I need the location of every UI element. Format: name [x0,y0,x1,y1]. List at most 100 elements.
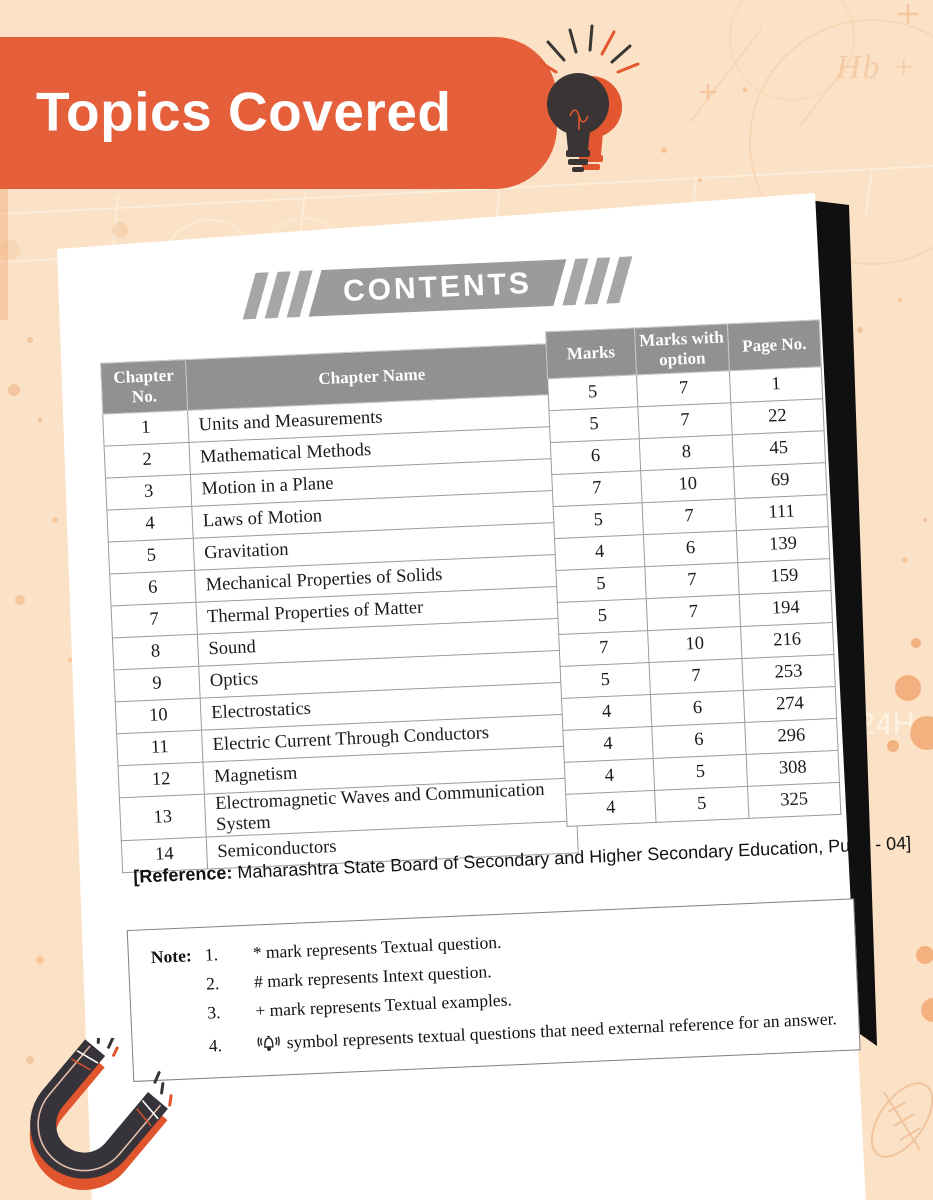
marks-cell: 5 [560,662,651,699]
page-no-cell: 22 [730,398,825,435]
marks-with-option-cell: 6 [650,690,745,727]
magnet-accent-line [37,1045,162,1172]
marks-cell: 5 [555,566,647,603]
header-marks: Marks [545,327,637,379]
marks-cell: 7 [558,630,650,667]
title-banner: Topics Covered [0,37,557,189]
chapter-no-cell: 13 [119,794,207,841]
page-no-cell: 216 [740,622,834,659]
bell-icon [256,1032,281,1058]
page-no-cell: 139 [736,526,830,563]
marks-cell: 4 [564,758,655,795]
reference-label: [Reference: [132,862,233,887]
marks-with-option-cell: 5 [653,754,748,791]
page-no-cell: 325 [747,782,841,819]
chapter-no-cell: 8 [112,634,199,670]
contents-band: CONTENTS [47,248,826,328]
chapter-table-body: 1 Units and Measurements 2 Mathematical Met… [102,394,579,873]
magnet-pole-ticks-orange [70,1058,152,1127]
chapter-no-cell: 5 [108,538,195,575]
header-chapter-no: Chapter No. [100,359,188,415]
marks-with-option-cell: 10 [640,466,735,503]
plus-marks [700,4,918,100]
marks-cell: 4 [554,534,645,571]
page-no-cell: 253 [741,654,836,691]
marks-with-option-cell: 7 [636,370,731,407]
page-no-cell: 1 [729,366,823,403]
bulb-rays-orange [538,30,640,74]
paper-content: CONTENTS Chapter No. Chapter Name 1 Units… [45,194,912,1200]
orange-blobs [0,185,933,1022]
note-item-number: 3. [206,1002,221,1023]
chapter-no-cell: 3 [105,474,192,511]
page-no-cell: 296 [744,718,839,755]
lightbulb-icon [538,24,640,172]
note-items: 1. * mark represents Textual question. 2… [204,917,845,1065]
band-stripe [583,257,610,305]
band-stripe [561,258,588,306]
chapter-no-cell: 10 [115,698,202,734]
note-item-number: 4. [208,1035,223,1056]
band-stripe [286,270,313,318]
marks-cell: 6 [550,438,641,475]
marks-cell: 5 [548,406,640,443]
marks-with-option-cell: 7 [646,594,741,631]
leaf-doodle [870,1082,933,1158]
marks-with-option-cell: 7 [649,658,744,695]
band-stripe [242,272,269,320]
marks-with-option-cell: 7 [642,498,737,535]
chapter-no-cell: 2 [104,442,191,479]
page-no-cell: 274 [743,686,837,723]
bulb-filament [569,109,589,130]
marks-cell: 4 [561,694,652,731]
chapter-no-cell: 6 [109,570,196,606]
marks-with-option-cell: 8 [639,434,734,471]
marks-with-option-cell: 7 [644,562,740,599]
marks-cell: 5 [553,502,644,539]
page-no-cell: 308 [746,750,840,787]
magnet-dark-layer [30,1039,168,1179]
magnet-pole-ticks [76,1050,159,1120]
bulb-dark [547,73,609,172]
marks-table: Marks Marks with option Page No. 5 7 1 5 7 22… [545,319,841,827]
chapter-no-cell: 7 [111,602,198,638]
header-page-no: Page No. [727,319,822,371]
page-no-cell: 159 [737,558,832,595]
band-stripe [605,256,632,304]
note-box: Note: 1. * mark represents Textual quest… [126,898,861,1082]
background-formula-text: Hb + [835,49,917,86]
bulb-rays [546,24,632,64]
marks-with-option-cell: 6 [651,722,747,759]
note-item: 4. [208,1004,844,1057]
chapter-no-cell: 9 [113,666,201,702]
page-no-cell: 69 [733,462,827,499]
marks-cell: 4 [565,790,657,827]
marks-with-option-cell: 6 [643,530,738,567]
header-marks-with-option: Marks with option [634,323,730,375]
note-item-number: 2. [205,973,220,994]
marks-table-body: 5 7 1 5 7 22 6 8 45 7 10 69 5 7 111 4 6 139 5 7 159 5 7 194 7 10 2… [547,366,841,827]
marks-with-option-cell: 5 [654,786,749,823]
note-item-text: # mark represents Intext question. [253,961,492,992]
page-no-cell: 194 [739,590,833,627]
chapter-table: Chapter No. Chapter Name 1 Units and Meas… [100,343,579,873]
background-24h-text: 24H [858,706,915,741]
page-no-cell: 45 [732,430,826,467]
page-no-cell: 111 [734,494,829,531]
contents-heading: CONTENTS [341,266,533,309]
marks-cell: 5 [557,598,648,635]
marks-with-option-cell: 7 [637,402,733,439]
page-title: Topics Covered [36,80,452,143]
marks-cell: 5 [547,374,638,411]
magnet-icon [29,1038,173,1190]
band-stripe [264,271,291,319]
note-item-number: 1. [204,944,219,965]
marks-with-option-cell: 10 [647,626,742,663]
chapter-no-cell: 1 [102,410,189,447]
speckles [0,87,927,1083]
chapter-no-cell: 12 [118,762,205,798]
note-item-text: + mark represents Textual examples. [254,989,513,1021]
chapter-no-cell: 4 [106,506,194,543]
contents-plate: CONTENTS [308,259,566,317]
